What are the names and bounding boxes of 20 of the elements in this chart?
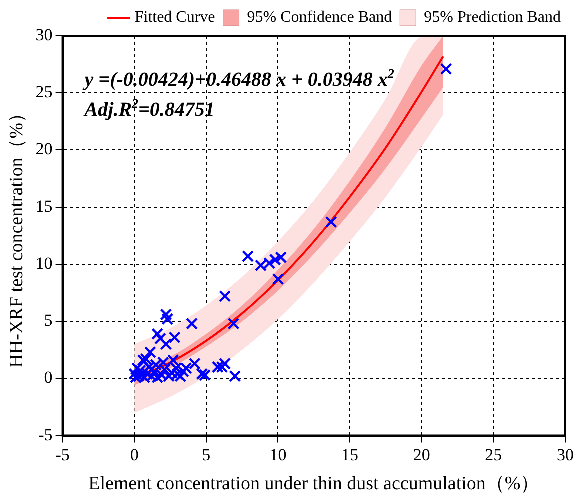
x-axis-title: Element concentration under thin dust accumulation（%） xyxy=(88,474,540,495)
y-tick-label: -5 xyxy=(38,425,53,444)
x-tick-label: 30 xyxy=(557,445,574,464)
y-tick-label: 5 xyxy=(44,311,53,330)
x-tick-label: 25 xyxy=(485,445,502,464)
x-tick-label: 0 xyxy=(130,445,139,464)
y-tick-label: 25 xyxy=(36,82,53,102)
x-tick-label: 20 xyxy=(413,445,430,464)
y-tick-label: 15 xyxy=(36,196,53,216)
legend-label: 95% Confidence Band xyxy=(247,9,392,26)
x-tick-label: 5 xyxy=(202,445,211,464)
x-tick-label: 10 xyxy=(270,445,287,464)
legend-label: 95% Prediction Band xyxy=(424,9,562,26)
y-tick-label: 10 xyxy=(36,254,53,273)
y-tick-label: 20 xyxy=(36,140,53,159)
y-tick-label: 0 xyxy=(44,368,53,388)
legend-label: Fitted Curve xyxy=(134,9,216,26)
y-tick-label: 30 xyxy=(36,25,53,44)
x-tick-label: 15 xyxy=(342,445,359,464)
y-axis-title: HH-XRF test concentration（%） xyxy=(6,104,28,368)
